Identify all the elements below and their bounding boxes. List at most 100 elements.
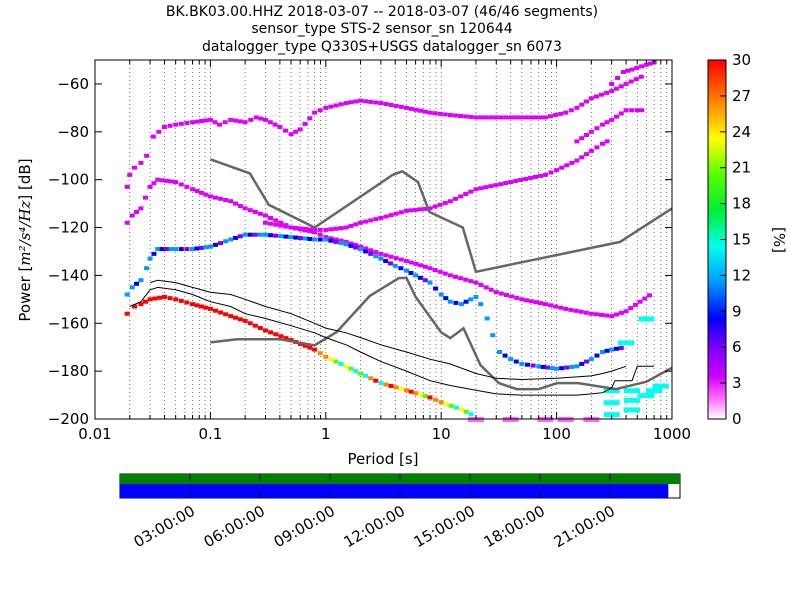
pdf-bin	[478, 115, 484, 120]
pdf-bin	[164, 247, 170, 252]
pdf-bin	[353, 243, 359, 248]
pdf-bin	[268, 221, 274, 226]
pdf-bin	[623, 108, 629, 113]
pdf-bin	[317, 108, 323, 113]
pdf-bin	[168, 179, 174, 184]
mean-curve	[149, 279, 627, 381]
pdf-bin	[588, 96, 594, 101]
pdf-bin	[198, 119, 204, 124]
pdf-bin	[508, 115, 514, 120]
pdf-bin	[348, 241, 354, 246]
pdf-bin	[588, 311, 594, 316]
pdf-bin	[574, 364, 580, 369]
pdf-bin	[458, 194, 464, 199]
pdf-bin	[478, 302, 484, 307]
pdf-bin	[168, 247, 174, 252]
pdf-bin	[513, 115, 519, 120]
pdf-bin	[242, 206, 248, 211]
pdf-bin	[363, 246, 369, 251]
pdf-bin	[433, 286, 439, 291]
pdf-bin	[625, 68, 631, 73]
pdf-bin	[593, 312, 599, 317]
pdf-bin	[478, 282, 484, 287]
pdf-bin	[574, 139, 580, 144]
pdf-bin	[488, 115, 494, 120]
pdf-bin	[459, 302, 465, 307]
pdf-bin	[623, 397, 640, 403]
pdf-bin	[417, 275, 423, 280]
pdf-bin	[338, 361, 344, 366]
pdf-bin	[609, 314, 615, 319]
pdf-bin	[524, 362, 530, 367]
pdf-bin	[323, 227, 329, 232]
pdf-bin	[207, 306, 213, 311]
pdf-bin	[348, 243, 354, 248]
svg-text:Power [m²/s⁴/Hz] [dB]: Power [m²/s⁴/Hz] [dB]	[16, 158, 34, 321]
pdf-bin	[498, 291, 504, 296]
pdf-bin	[584, 359, 590, 364]
pdf-bin	[257, 232, 263, 237]
pdf-bin	[217, 122, 223, 127]
pdf-bin	[393, 256, 399, 261]
pdf-bin	[242, 120, 248, 125]
pdf-bin	[161, 125, 167, 130]
pdf-bin	[338, 226, 344, 231]
pdf-bin	[639, 108, 645, 113]
pdf-bin	[373, 378, 379, 383]
pdf-bin	[642, 296, 648, 301]
pdf-bin	[138, 206, 144, 211]
x-tick-label: 0.01	[78, 425, 111, 443]
pdf-bin	[368, 248, 374, 253]
pdf-bin	[468, 114, 474, 119]
title-line-3: datalogger_type Q330S+USGS datalogger_sn…	[202, 39, 562, 55]
pdf-bin	[317, 232, 323, 237]
pdf-bin	[647, 61, 653, 66]
pdf-bin	[132, 304, 138, 309]
pdf-bin	[233, 201, 239, 206]
pdf-bin	[593, 94, 599, 99]
pdf-bin	[253, 115, 259, 120]
pdf-bin	[190, 120, 196, 125]
pdf-bin	[398, 386, 404, 391]
pdf-bin	[442, 112, 448, 117]
pdf-bin	[584, 152, 590, 157]
pdf-bin	[588, 357, 594, 362]
pdf-bin	[568, 108, 574, 113]
pdf-bin	[134, 209, 140, 214]
colorbar-tick-label: 30	[732, 51, 751, 69]
pdf-bin	[532, 174, 538, 179]
pdf-bin	[490, 333, 496, 338]
pdf-bin	[124, 292, 130, 297]
colorbar-tick-label: 12	[732, 266, 751, 284]
pdf-bin	[484, 316, 490, 321]
pdf-bin	[159, 247, 165, 252]
pdf-bin	[594, 126, 600, 131]
pdf-bin	[198, 190, 204, 195]
pdf-bin	[545, 365, 551, 370]
pdf-bin	[363, 219, 369, 224]
pdf-bin	[194, 189, 200, 194]
pdf-bin	[433, 397, 439, 402]
pdf-bin	[564, 365, 570, 370]
pdf-bin	[273, 332, 279, 337]
pdf-bin	[393, 103, 399, 108]
pdf-bin	[212, 120, 218, 125]
pdf-bin	[228, 314, 234, 319]
pdf-bin	[646, 388, 663, 394]
pdf-bin	[151, 251, 157, 256]
timeline-tick-label: 06:00:00	[201, 502, 268, 551]
pdf-bin	[418, 207, 424, 212]
x-tick-label: 0.1	[198, 425, 222, 443]
pdf-bin	[603, 400, 620, 406]
pdf-bin	[288, 132, 294, 137]
title-line-2: sensor_type STS-2 sensor_sn 120644	[251, 21, 512, 37]
pdf-bin	[554, 168, 560, 173]
nlnm-curve	[210, 276, 673, 391]
pdf-bin	[223, 198, 229, 203]
pdf-bin	[328, 227, 334, 232]
data-coverage-timeline: 03:00:00 06:00:00 09:00:00 12:00:00 15:00:00…	[119, 473, 681, 551]
pdf-bin	[604, 348, 610, 353]
pdf-bin	[609, 117, 615, 122]
